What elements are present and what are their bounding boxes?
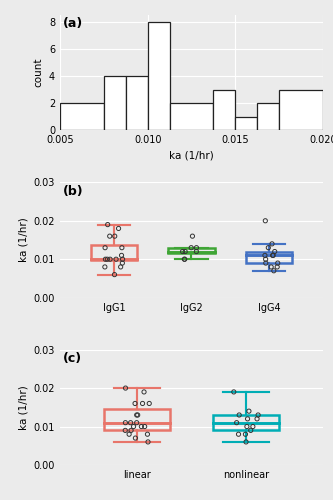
Bar (168, 248, 215, 254)
Point (268, 263, 274, 271)
Point (145, 430, 150, 438)
Point (272, 248, 277, 256)
Point (139, 422, 144, 430)
Text: (c): (c) (63, 352, 82, 365)
Point (274, 263, 280, 271)
Bar (126, 76, 148, 130)
Point (131, 422, 136, 430)
Bar (148, 22, 169, 130)
Point (112, 270, 117, 278)
Bar (60, 103, 104, 130)
Point (123, 384, 128, 392)
Point (234, 418, 239, 426)
Bar (104, 76, 126, 130)
Bar (246, 252, 292, 263)
Point (105, 220, 110, 228)
Point (108, 255, 113, 263)
Point (119, 252, 124, 260)
Point (123, 418, 128, 426)
Bar (169, 103, 213, 130)
Point (236, 430, 241, 438)
Point (236, 411, 242, 419)
Point (275, 259, 280, 267)
Point (180, 248, 185, 256)
Point (107, 232, 112, 240)
Bar (91, 245, 137, 260)
Point (133, 400, 138, 407)
Point (119, 244, 125, 252)
Point (194, 248, 199, 256)
Y-axis label: ka (1/hr): ka (1/hr) (18, 218, 28, 262)
Bar (257, 103, 279, 130)
Bar (213, 90, 235, 130)
Point (120, 255, 125, 263)
Point (182, 248, 188, 256)
Point (129, 426, 134, 434)
Text: (a): (a) (63, 18, 83, 30)
Point (114, 255, 119, 263)
Point (103, 255, 108, 263)
Point (262, 252, 268, 260)
Point (245, 415, 250, 423)
Point (134, 411, 140, 419)
Bar (279, 90, 323, 130)
Point (112, 232, 118, 240)
Point (134, 418, 139, 426)
Point (246, 407, 252, 415)
Y-axis label: count: count (33, 58, 43, 88)
Point (123, 426, 128, 434)
Point (102, 263, 108, 271)
Point (120, 259, 125, 267)
Point (116, 224, 121, 232)
Point (270, 252, 276, 260)
Point (142, 422, 147, 430)
Point (103, 244, 108, 252)
Point (133, 434, 138, 442)
Point (142, 388, 147, 396)
Point (255, 411, 261, 419)
Point (105, 255, 110, 263)
Point (263, 217, 268, 225)
Point (271, 267, 276, 275)
Point (254, 415, 260, 423)
Point (145, 438, 151, 446)
Bar (104, 409, 169, 430)
Point (250, 422, 255, 430)
Point (182, 255, 187, 263)
Point (135, 411, 140, 419)
X-axis label: ka (1/hr): ka (1/hr) (169, 151, 214, 161)
Point (128, 418, 133, 426)
Point (263, 259, 268, 267)
Point (243, 430, 248, 438)
Point (263, 255, 268, 263)
Point (127, 430, 132, 438)
Point (244, 422, 249, 430)
Point (248, 426, 253, 434)
Point (269, 240, 275, 248)
Point (190, 232, 195, 240)
Text: (b): (b) (63, 184, 83, 198)
Point (188, 244, 194, 252)
Point (118, 263, 123, 271)
Point (270, 252, 275, 260)
Point (194, 244, 199, 252)
Bar (235, 117, 257, 130)
Point (231, 388, 236, 396)
Point (243, 438, 249, 446)
Point (147, 400, 152, 407)
Point (182, 255, 187, 263)
Point (266, 244, 271, 252)
Bar (213, 415, 279, 430)
Point (140, 400, 145, 407)
Y-axis label: ka (1/hr): ka (1/hr) (18, 385, 28, 430)
